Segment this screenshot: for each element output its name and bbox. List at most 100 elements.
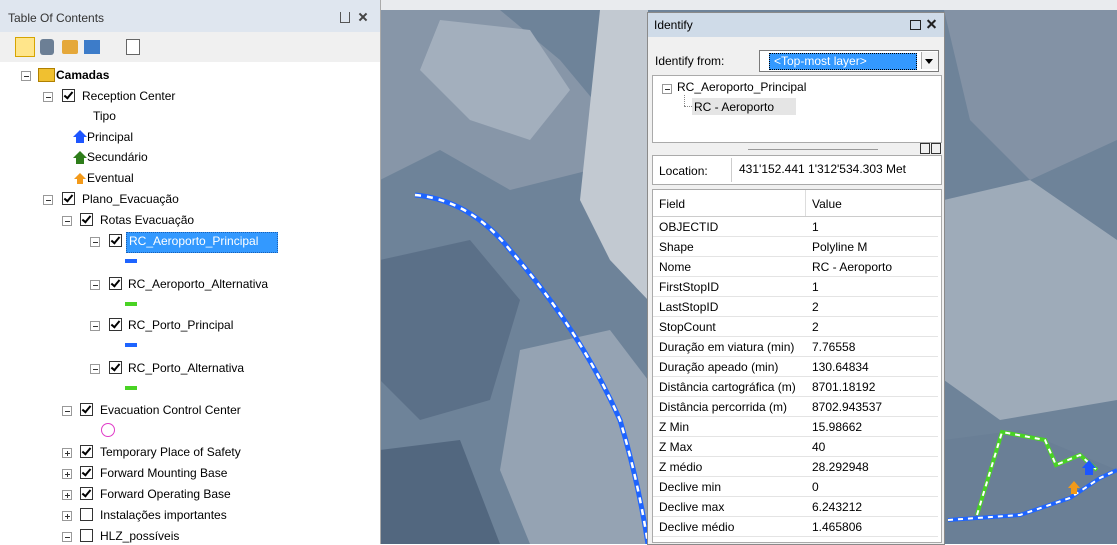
column-divider: [805, 190, 806, 216]
table-row[interactable]: [653, 437, 938, 457]
field-name: Declive médio: [659, 519, 734, 535]
expander[interactable]: [62, 490, 72, 500]
toc-item[interactable]: RC_Aeroporto_Alternativa: [128, 276, 268, 292]
layers-icon: [38, 68, 55, 82]
list-by-drawing-order[interactable]: [15, 37, 35, 57]
field-value: Polyline M: [812, 239, 867, 255]
field-name: StopCount: [659, 319, 716, 335]
symbol: [125, 343, 137, 347]
arrow-icon: [925, 59, 933, 64]
field-name: Declive min: [659, 479, 721, 495]
expander[interactable]: [43, 195, 53, 205]
checkbox[interactable]: [109, 318, 122, 331]
checkbox[interactable]: [80, 445, 93, 458]
field-value: 130.64834: [812, 359, 869, 375]
list-by-visibility[interactable]: [62, 40, 78, 54]
expander[interactable]: [43, 92, 53, 102]
expander[interactable]: [62, 511, 72, 521]
field-name: Z Max: [659, 439, 692, 455]
checkbox[interactable]: [80, 487, 93, 500]
checkbox[interactable]: [80, 403, 93, 416]
symbol: [125, 259, 137, 263]
expander[interactable]: [90, 364, 100, 374]
checkbox[interactable]: [109, 234, 122, 247]
layout-button[interactable]: [931, 143, 941, 154]
toc-item[interactable]: Temporary Place of Safety: [100, 444, 241, 460]
expander[interactable]: [62, 406, 72, 416]
symbol: [73, 151, 87, 158]
location-value: 431'152.441 1'312'534.303 Met: [739, 161, 906, 177]
field-value: 1: [812, 279, 819, 295]
maximize-button[interactable]: [910, 20, 921, 30]
column-header[interactable]: Value: [812, 196, 842, 212]
field-name: FirstStopID: [659, 279, 719, 295]
checkbox[interactable]: [109, 277, 122, 290]
table-row[interactable]: [653, 257, 938, 277]
expander[interactable]: [62, 532, 72, 542]
checkbox[interactable]: [109, 361, 122, 374]
location-label: Location:: [659, 163, 708, 179]
table-row[interactable]: [653, 237, 938, 257]
separator: [731, 158, 732, 182]
field-value: 2: [812, 319, 819, 335]
options[interactable]: [126, 39, 140, 55]
toc-item: Tipo: [93, 108, 116, 124]
toc-item[interactable]: RC_Porto_Principal: [128, 317, 233, 333]
identify-from-dropdown[interactable]: <Top-most layer>: [759, 50, 939, 72]
toc-item[interactable]: Instalações importantes: [100, 507, 227, 523]
toc-item: Eventual: [87, 170, 134, 186]
checkbox[interactable]: [80, 213, 93, 226]
collapse-button[interactable]: [920, 143, 930, 154]
expander[interactable]: [90, 321, 100, 331]
field-value: 40: [812, 439, 825, 455]
field-name: Distância percorrida (m): [659, 399, 787, 415]
expander[interactable]: [90, 280, 100, 290]
list-by-source[interactable]: [40, 39, 54, 55]
checkbox[interactable]: [80, 508, 93, 521]
column-header[interactable]: Field: [659, 196, 685, 212]
splitter[interactable]: [748, 149, 878, 150]
toc-item[interactable]: Camadas: [56, 67, 109, 83]
symbol: [77, 179, 83, 184]
toc-item[interactable]: Forward Mounting Base: [100, 465, 227, 481]
field-name: OBJECTID: [659, 219, 718, 235]
tree-node[interactable]: RC_Aeroporto_Principal: [677, 79, 806, 95]
checkbox[interactable]: [80, 529, 93, 542]
field-name: Declive max: [659, 499, 724, 515]
checkbox[interactable]: [62, 89, 75, 102]
symbol: [125, 302, 137, 306]
field-value: 0: [812, 479, 819, 495]
toc-item: Secundário: [87, 149, 148, 165]
field-name: Nome: [659, 259, 691, 275]
expander[interactable]: [62, 448, 72, 458]
toc-item[interactable]: Rotas Evacuação: [100, 212, 194, 228]
table-row[interactable]: [653, 417, 938, 437]
field-value: 7.76558: [812, 339, 855, 355]
expander[interactable]: [62, 469, 72, 479]
toolbar: [0, 32, 380, 62]
field-name: Shape: [659, 239, 694, 255]
checkbox[interactable]: [62, 192, 75, 205]
checkbox[interactable]: [80, 466, 93, 479]
tree-node[interactable]: RC - Aeroporto: [694, 99, 774, 115]
toc-item[interactable]: RC_Porto_Alternativa: [128, 360, 244, 376]
field-value: 15.98662: [812, 419, 862, 435]
toc-item[interactable]: HLZ_possíveis: [100, 528, 179, 544]
expander[interactable]: [662, 84, 672, 94]
expander[interactable]: [62, 216, 72, 226]
toc-item[interactable]: RC_Aeroporto_Principal: [129, 233, 258, 249]
field-name: Z médio: [659, 459, 702, 475]
pin-button[interactable]: [340, 12, 350, 23]
toc-item[interactable]: Reception Center: [82, 88, 175, 104]
toc-item[interactable]: Evacuation Control Center: [100, 402, 241, 418]
screen: Table Of Contents Camadas Reception Cent…: [0, 0, 1117, 544]
toc-item[interactable]: Plano_Evacuação: [82, 191, 179, 207]
toc-item[interactable]: Forward Operating Base: [100, 486, 231, 502]
tree-line: [684, 95, 686, 106]
symbol: [101, 423, 115, 437]
list-by-selection[interactable]: [84, 40, 100, 54]
expander[interactable]: [21, 71, 31, 81]
expander[interactable]: [90, 237, 100, 247]
field-name: Duração apeado (min): [659, 359, 778, 375]
tree-line: [684, 106, 692, 108]
